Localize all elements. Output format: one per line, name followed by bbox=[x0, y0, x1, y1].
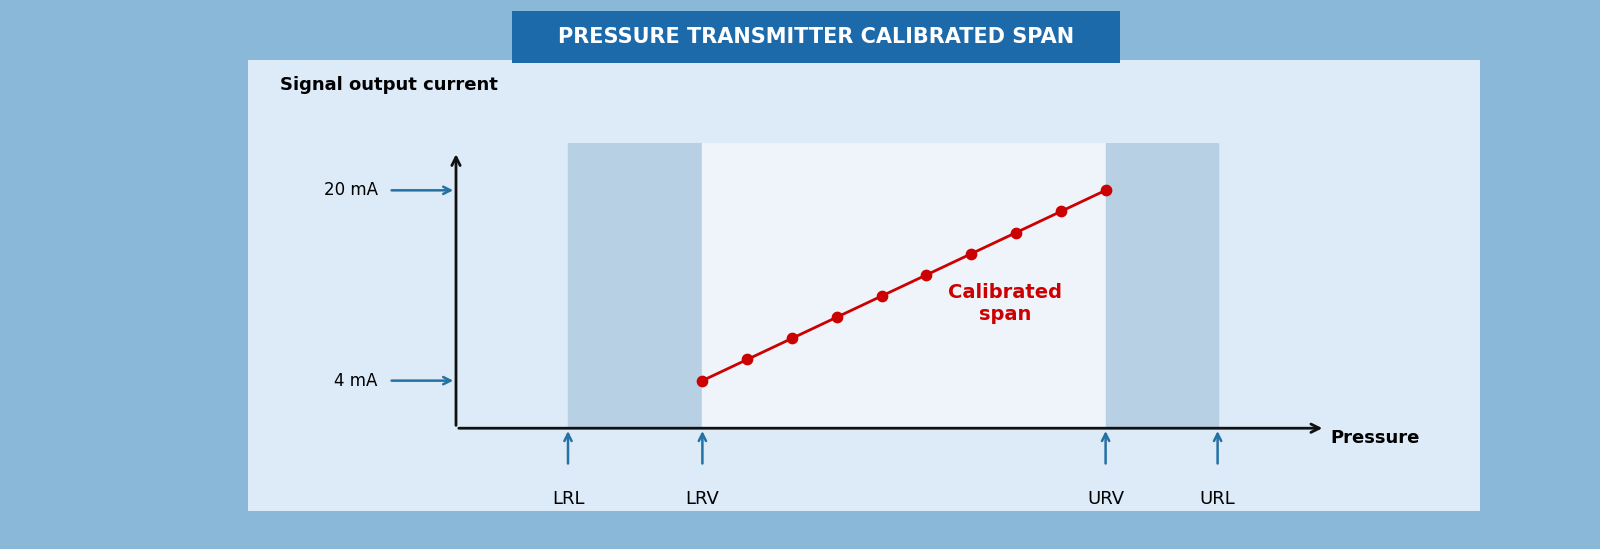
Text: URL: URL bbox=[1200, 490, 1235, 508]
Point bbox=[914, 271, 939, 279]
Text: LRL: LRL bbox=[552, 490, 584, 508]
Bar bbox=[1106, 143, 1218, 428]
Text: PRESSURE TRANSMITTER CALIBRATED SPAN: PRESSURE TRANSMITTER CALIBRATED SPAN bbox=[558, 27, 1074, 47]
Point bbox=[869, 292, 894, 300]
Text: 20 mA: 20 mA bbox=[323, 181, 378, 199]
Point bbox=[1003, 228, 1029, 237]
Bar bbox=[568, 143, 702, 428]
Point bbox=[958, 249, 984, 258]
Point bbox=[1093, 186, 1118, 195]
Point bbox=[824, 313, 850, 322]
Text: LRV: LRV bbox=[685, 490, 720, 508]
Text: 4 mA: 4 mA bbox=[334, 372, 378, 390]
FancyBboxPatch shape bbox=[464, 7, 1168, 68]
Point bbox=[1048, 207, 1074, 216]
Point bbox=[690, 376, 715, 385]
Point bbox=[779, 334, 805, 343]
Text: Calibrated
span: Calibrated span bbox=[947, 283, 1062, 324]
Text: Signal output current: Signal output current bbox=[280, 76, 498, 94]
Text: URV: URV bbox=[1086, 490, 1125, 508]
Point bbox=[734, 355, 760, 364]
FancyBboxPatch shape bbox=[224, 52, 1504, 519]
Bar bbox=[702, 143, 1106, 428]
Text: Pressure: Pressure bbox=[1331, 429, 1421, 447]
